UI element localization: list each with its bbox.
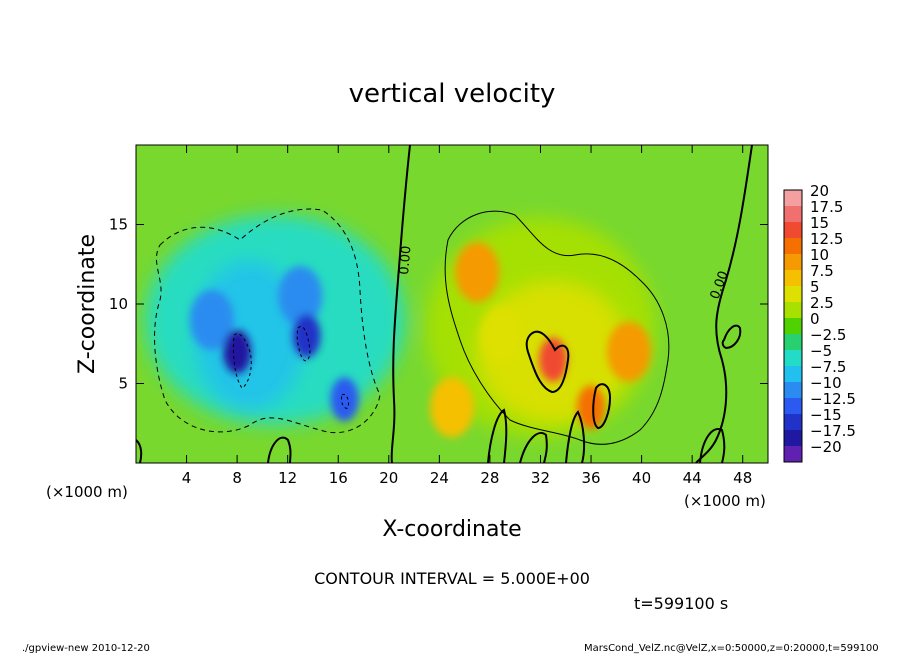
x-unit-right: (×1000 m) — [684, 492, 766, 510]
colorbar-swatch — [784, 398, 802, 415]
colorbar-label: 7.5 — [810, 262, 834, 280]
colorbar-swatch — [784, 334, 802, 351]
colorbar-label: 12.5 — [810, 230, 843, 248]
pos5-contour — [444, 210, 670, 445]
x-tick-label: 28 — [480, 469, 499, 487]
pos10-contour-a — [525, 330, 570, 394]
y-tick-label: 15 — [109, 216, 128, 234]
y-tick-label: 5 — [118, 375, 128, 393]
colorbar-swatch — [784, 382, 802, 399]
colorbar-swatch — [784, 318, 802, 335]
colorbar-swatch — [784, 238, 802, 255]
ground-contour-a — [487, 408, 508, 463]
colorbar-label: −5 — [810, 342, 832, 360]
colorbar-swatch — [784, 270, 802, 287]
updraft-core-8 — [606, 321, 651, 382]
velocity-field — [145, 214, 656, 438]
downdraft-core-4 — [330, 377, 359, 422]
x-tick-label: 44 — [683, 469, 702, 487]
x-tick-label: 36 — [581, 469, 600, 487]
ground-contour-d — [699, 428, 726, 463]
neg5-contour — [154, 208, 381, 434]
x-axis: 4 8 12 16 20 24 28 32 36 40 44 48 — [182, 145, 752, 487]
colorbar-swatch — [784, 430, 802, 447]
colorbar-swatch — [784, 206, 802, 223]
colorbar-label: −7.5 — [810, 358, 846, 376]
y-axis: 5 10 15 — [109, 216, 768, 393]
colorbar-label: −17.5 — [810, 422, 856, 440]
zero-contour-right — [695, 145, 753, 463]
y-tick-label: 10 — [109, 295, 128, 313]
downdraft-core-3 — [292, 313, 321, 358]
x-tick-label: 8 — [232, 469, 242, 487]
pos10-contour-b — [592, 383, 612, 430]
x-tick-label: 40 — [632, 469, 651, 487]
footer-right: MarsCond_VelZ.nc@VelZ,x=0:50000,z=0:2000… — [584, 643, 879, 654]
downdraft-core-2 — [278, 266, 323, 327]
updraft-core-6 — [539, 337, 568, 382]
colorbar: 2017.51512.5107.552.50−2.5−5−7.5−10−12.5… — [783, 182, 856, 463]
ground-contour-c — [565, 410, 586, 463]
neg10-contour-b — [296, 326, 311, 362]
colorbar-label: 20 — [810, 182, 829, 200]
colorbar-swatch — [784, 190, 802, 207]
contour-label-center: 0.00 — [397, 245, 414, 275]
colorbar-swatch — [784, 302, 802, 319]
contour-lines — [136, 145, 753, 463]
colorbar-swatch — [784, 366, 802, 383]
colorbar-label: 2.5 — [810, 294, 834, 312]
chart-title: vertical velocity — [349, 79, 556, 109]
colorbar-label: 0 — [810, 310, 820, 328]
colorbar-label: 10 — [810, 246, 829, 264]
colorbar-label: −2.5 — [810, 326, 846, 344]
ground-contour-f — [136, 439, 143, 463]
updraft-core-7 — [577, 385, 606, 430]
colorbar-label: −20 — [810, 438, 842, 456]
colorbar-frame — [783, 189, 803, 463]
x-tick-label: 32 — [531, 469, 550, 487]
small-contour-right — [721, 324, 742, 350]
downdraft-core-1 — [223, 329, 252, 374]
zero-contour-center — [390, 145, 411, 463]
neg10-contour-a — [233, 333, 252, 389]
colorbar-label: 15 — [810, 214, 829, 232]
ground-contour-e — [267, 436, 292, 463]
colorbar-swatch — [784, 254, 802, 271]
x-axis-title: X-coordinate — [382, 517, 521, 542]
colorbar-swatch — [784, 350, 802, 367]
colorbar-swatch — [784, 222, 802, 239]
contour-interval: CONTOUR INTERVAL = 5.000E+00 — [314, 569, 590, 588]
updraft-core-10 — [480, 305, 525, 366]
updraft-core-5 — [455, 242, 500, 303]
colorbar-label: 5 — [810, 278, 820, 296]
footer-left: ./gpview-new 2010-12-20 — [22, 643, 150, 654]
colorbar-swatch — [784, 414, 802, 431]
colorbar-label: −15 — [810, 406, 842, 424]
colorbar-swatch — [784, 446, 802, 463]
x-unit-left: (×1000 m) — [46, 483, 128, 501]
y-axis-title: Z-coordinate — [75, 234, 100, 374]
x-tick-label: 4 — [182, 469, 192, 487]
x-tick-label: 20 — [379, 469, 398, 487]
time-label: t=599100 s — [634, 594, 728, 613]
x-tick-label: 12 — [278, 469, 297, 487]
ground-contour-b — [519, 432, 548, 463]
x-tick-label: 24 — [430, 469, 449, 487]
colorbar-label: −10 — [810, 374, 842, 392]
downdraft-core-0 — [189, 289, 234, 350]
updraft-core-9 — [430, 377, 474, 438]
colorbar-label: −12.5 — [810, 390, 856, 408]
colorbar-label: 17.5 — [810, 198, 843, 216]
colorbar-swatch — [784, 286, 802, 303]
x-tick-label: 16 — [329, 469, 348, 487]
x-tick-label: 48 — [733, 469, 752, 487]
plot-area: 0.00 0.00 — [136, 145, 768, 463]
